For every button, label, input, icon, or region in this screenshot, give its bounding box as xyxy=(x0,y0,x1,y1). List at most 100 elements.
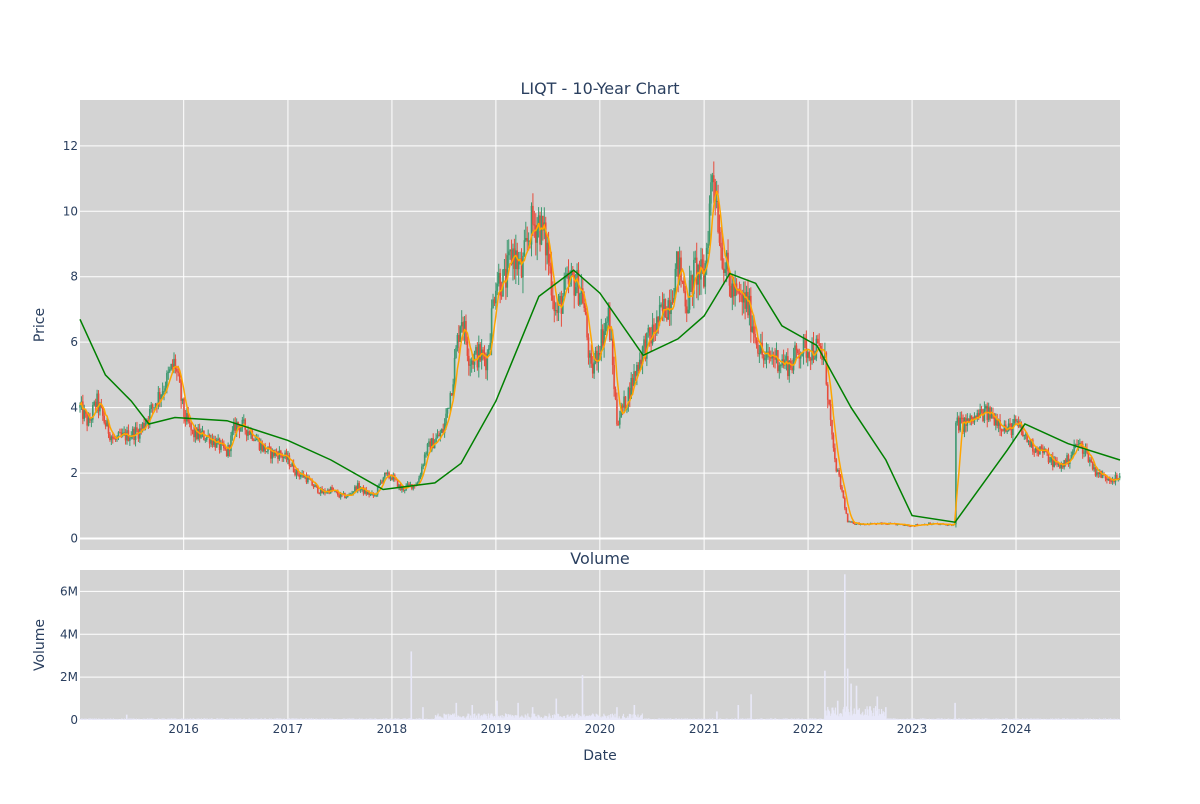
candle-body xyxy=(427,444,429,453)
candle-body xyxy=(240,428,242,432)
candle-body xyxy=(1089,460,1091,462)
candle-body xyxy=(367,492,369,494)
candle-body xyxy=(610,339,612,340)
candle-body xyxy=(643,339,645,346)
candle-body xyxy=(113,438,115,439)
candle-body xyxy=(546,243,548,256)
candle-body xyxy=(606,322,608,323)
candle-body xyxy=(495,291,497,304)
candle-body xyxy=(722,248,724,269)
candle-body xyxy=(283,457,285,458)
volume-bar xyxy=(126,715,128,720)
candle-body xyxy=(532,206,534,225)
candle-body xyxy=(1095,467,1097,475)
candle-body xyxy=(843,491,845,498)
volume-bar xyxy=(837,701,839,720)
candle-body xyxy=(260,443,262,450)
candle-body xyxy=(457,335,459,348)
candle-body xyxy=(807,352,809,358)
candle-body xyxy=(1009,423,1011,424)
candle-body xyxy=(193,430,195,437)
volume-y-tick-label: 4M xyxy=(60,627,78,641)
candle-body xyxy=(750,296,752,332)
candle-body xyxy=(1014,419,1016,423)
candle-body xyxy=(290,466,292,467)
candle-body xyxy=(378,484,380,486)
candle-body xyxy=(605,323,607,331)
candle-body xyxy=(616,399,618,424)
candle-body xyxy=(482,350,484,354)
candle-body xyxy=(404,490,406,491)
candle-body xyxy=(1049,461,1051,462)
candle-body xyxy=(300,475,302,477)
candle-body xyxy=(720,243,722,248)
candle-body xyxy=(526,238,528,241)
candle-body xyxy=(176,369,178,372)
candle-body xyxy=(153,407,155,408)
x-tick-label: 2024 xyxy=(1001,722,1032,736)
candle-body xyxy=(810,358,812,360)
price-y-tick-label: 8 xyxy=(70,270,78,284)
candle-body xyxy=(696,258,698,285)
volume-bar xyxy=(582,675,584,720)
candle-body xyxy=(1106,478,1108,480)
candle-body xyxy=(1115,475,1117,482)
candle-body xyxy=(632,378,634,386)
candle-body xyxy=(552,295,554,300)
candle-body xyxy=(828,400,830,404)
candle-body xyxy=(475,347,477,353)
candle-body xyxy=(589,353,591,357)
candle-body xyxy=(662,305,664,311)
candle-body xyxy=(182,399,184,401)
candle-body xyxy=(422,465,424,467)
candle-body xyxy=(534,224,536,225)
volume-bar xyxy=(471,705,473,720)
candle-body xyxy=(93,402,95,405)
candle-body xyxy=(747,292,749,315)
candle-body xyxy=(488,349,490,354)
candle-body xyxy=(408,484,410,485)
volume-chart-title: Volume xyxy=(570,549,630,568)
candle-body xyxy=(380,482,382,484)
volume-y-tick-label: 0 xyxy=(70,713,78,727)
candle-body xyxy=(140,428,142,429)
candle-body xyxy=(838,470,840,475)
candle-body xyxy=(666,317,668,319)
volume-y-tick-label: 6M xyxy=(60,584,78,598)
volume-bar xyxy=(716,711,718,720)
candle-body xyxy=(106,420,108,426)
candle-body xyxy=(440,433,442,436)
volume-bar xyxy=(422,707,424,720)
candle-body xyxy=(845,508,847,513)
volume-bar xyxy=(824,671,826,720)
candle-body xyxy=(186,413,188,421)
candle-body xyxy=(189,422,191,423)
candle-body xyxy=(88,418,90,426)
candle-body xyxy=(591,353,593,363)
candle-body xyxy=(469,365,471,366)
candle-body xyxy=(850,521,852,522)
candle-body xyxy=(961,418,963,419)
volume-bar xyxy=(856,686,858,720)
candle-body xyxy=(1028,441,1030,442)
candle-body xyxy=(180,383,182,401)
candle-body xyxy=(1041,446,1043,448)
candle-body xyxy=(719,232,721,243)
candle-body xyxy=(1029,441,1031,447)
candle-body xyxy=(112,437,114,439)
candle-body xyxy=(706,248,708,263)
candle-body xyxy=(109,434,111,440)
candle-body xyxy=(467,342,469,356)
volume-bar xyxy=(517,703,519,720)
price-y-tick-label: 12 xyxy=(63,139,78,153)
candle-body xyxy=(686,306,688,313)
candle-body xyxy=(1116,475,1118,479)
candle-body xyxy=(525,238,527,240)
candle-body xyxy=(707,244,709,248)
candle-body xyxy=(331,487,333,490)
candle-body xyxy=(1098,472,1100,474)
candle-body xyxy=(818,343,820,346)
candle-body xyxy=(779,365,781,371)
candle-body xyxy=(1035,448,1037,453)
candle-body xyxy=(95,402,97,407)
